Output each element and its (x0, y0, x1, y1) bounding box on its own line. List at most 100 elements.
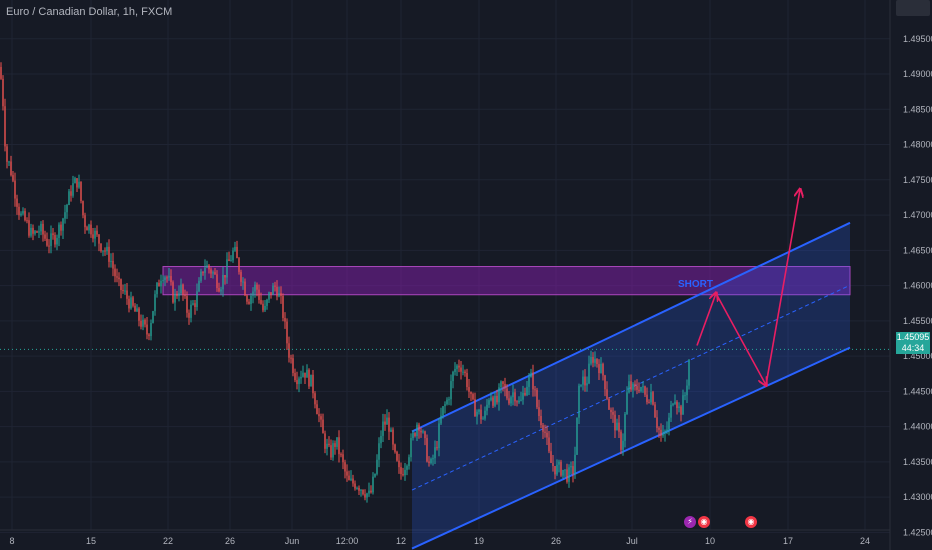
candle-body (612, 412, 614, 415)
candle-body (532, 372, 534, 390)
y-tick-label: 1.42500 (903, 527, 932, 537)
candle-body (564, 469, 566, 471)
candle-body (358, 487, 360, 491)
candle-body (30, 227, 32, 236)
candle-body (110, 260, 112, 262)
candle-body (236, 246, 238, 259)
x-tick-label: Jun (285, 536, 300, 546)
candle-body (514, 392, 516, 402)
candle-body (104, 250, 106, 252)
candle-body (490, 397, 492, 401)
candle-body (562, 469, 564, 476)
candle-body (342, 454, 344, 463)
candle-body (36, 231, 38, 233)
candle-body (544, 431, 546, 433)
economic-event-icon[interactable]: ◉ (698, 516, 710, 528)
candle-body (54, 235, 56, 245)
candle-body (440, 415, 442, 424)
candle-body (406, 466, 408, 470)
candle-body (392, 429, 394, 445)
candle-body (416, 424, 418, 436)
candle-body (172, 282, 174, 303)
last-price-tag: 1.45095 44:34 (896, 332, 930, 354)
candle-body (554, 466, 556, 475)
candle-body (664, 431, 666, 434)
candle-body (168, 276, 170, 278)
candle-body (678, 406, 680, 408)
candle-body (682, 395, 684, 415)
candle-body (62, 218, 64, 231)
candle-body (26, 220, 28, 222)
x-tick-label: 12 (396, 536, 406, 546)
candle-body (100, 243, 102, 252)
candle-body (594, 358, 596, 363)
candle-body (288, 343, 290, 358)
candle-body (144, 319, 146, 325)
candle-body (474, 399, 476, 417)
candle-body (626, 392, 628, 415)
candle-body (32, 227, 34, 234)
candle-body (604, 375, 606, 390)
candle-body (262, 303, 264, 311)
candle-body (644, 386, 646, 395)
y-tick-label: 1.44000 (903, 422, 932, 432)
economic-event-icon[interactable]: ◉ (745, 516, 757, 528)
candle-body (256, 284, 258, 290)
candle-body (464, 371, 466, 373)
candle-body (470, 391, 472, 395)
candle-body (584, 376, 586, 386)
candle-body (418, 424, 420, 431)
symbol-title[interactable]: Euro / Canadian Dollar, 1h, FXCM (6, 6, 173, 18)
candle-body (576, 417, 578, 455)
candle-body (112, 260, 114, 269)
candle-body (68, 191, 70, 205)
candle-body (274, 285, 276, 287)
candle-body (372, 476, 374, 493)
candle-body (592, 357, 594, 363)
candle-body (350, 478, 352, 481)
candle-body (572, 466, 574, 474)
candle-body (548, 437, 550, 452)
candle-body (52, 233, 54, 236)
earnings-event-icon[interactable]: ⚡ (684, 516, 696, 528)
candle-body (688, 359, 690, 386)
candle-body (38, 231, 40, 233)
candle-body (300, 376, 302, 379)
candle-body (56, 237, 58, 245)
candle-body (666, 429, 668, 432)
candle-body (276, 286, 278, 297)
candle-body (248, 301, 250, 304)
candle-body (510, 397, 512, 404)
candle-body (466, 372, 468, 388)
candle-body (106, 246, 108, 252)
candle-body (158, 282, 160, 287)
candle-body (434, 447, 436, 459)
candle-body (370, 490, 372, 493)
candle-body (202, 271, 204, 273)
candle-body (424, 431, 426, 439)
candle-body (140, 320, 142, 327)
candle-body (506, 388, 508, 399)
candle-body (282, 295, 284, 318)
candle-body (596, 358, 598, 365)
candle-body (338, 437, 340, 455)
last-price-value: 1.45095 (896, 332, 930, 342)
candle-body (412, 433, 414, 439)
candle-body (94, 230, 96, 239)
y-tick-label: 1.47500 (903, 175, 932, 185)
candle-body (260, 299, 262, 304)
candle-body (10, 161, 12, 176)
candle-body (290, 357, 292, 359)
candle-body (116, 276, 118, 278)
candle-body (420, 430, 422, 433)
y-tick-label: 1.46000 (903, 281, 932, 291)
candle-body (550, 451, 552, 463)
candle-body (136, 308, 138, 312)
candle-body (122, 290, 124, 292)
candle-body (512, 392, 514, 398)
candle-body (268, 292, 270, 300)
candle-body (552, 462, 554, 467)
candle-body (50, 233, 52, 246)
